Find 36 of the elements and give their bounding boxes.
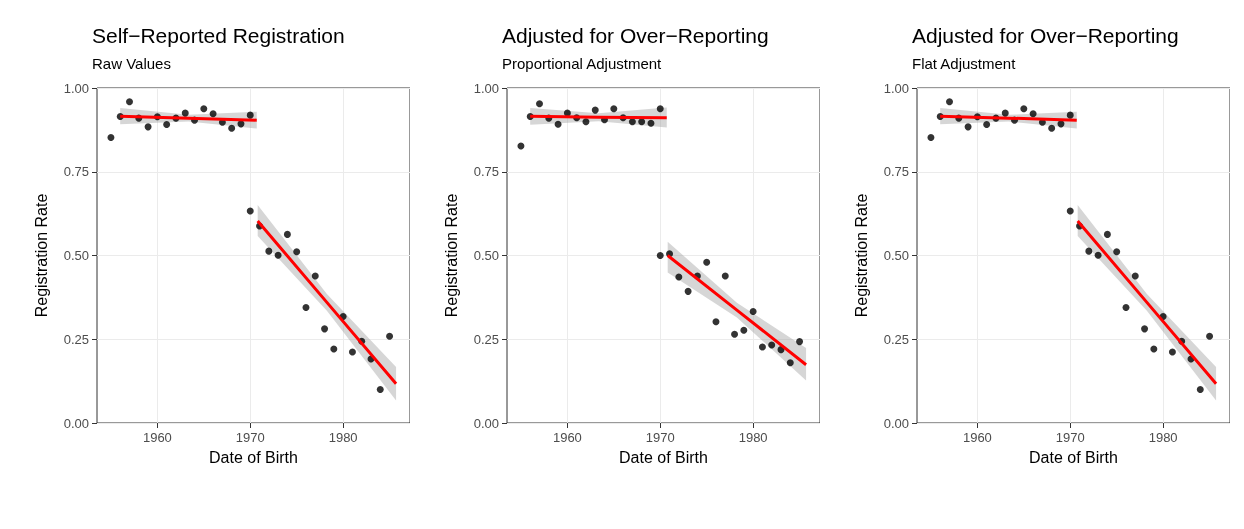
x-tick-label: 1960 bbox=[142, 430, 172, 445]
y-tick-label: 0.00 bbox=[473, 415, 499, 431]
chart-subtitle: Raw Values bbox=[92, 55, 171, 72]
chart-subtitle: Proportional Adjustment bbox=[502, 55, 663, 72]
y-tick-label: 1.00 bbox=[883, 80, 909, 96]
chart-title: Self−Reported Registration bbox=[92, 24, 345, 47]
y-tick-label: 1.00 bbox=[473, 80, 499, 96]
y-tick-label: 0.75 bbox=[473, 164, 499, 180]
y-tick-label: 0.25 bbox=[473, 331, 499, 347]
x-tick-label: 1970 bbox=[235, 430, 265, 445]
y-axis-title: Registration Rate bbox=[32, 193, 50, 318]
y-tick-label: 1.00 bbox=[63, 80, 89, 96]
y-tick-label: 0.75 bbox=[63, 164, 89, 180]
x-tick-label: 1960 bbox=[962, 430, 992, 445]
y-tick-label: 0.00 bbox=[883, 415, 909, 431]
y-tick-label: 0.50 bbox=[883, 248, 909, 263]
x-tick-label: 1980 bbox=[738, 430, 768, 445]
y-tick-label: 0.00 bbox=[63, 415, 89, 431]
x-tick-label: 1970 bbox=[1055, 430, 1085, 445]
y-axis-title: Registration Rate bbox=[852, 193, 870, 318]
x-axis-title: Date of Birth bbox=[1029, 448, 1118, 466]
x-tick-label: 1960 bbox=[552, 430, 582, 445]
y-tick-label: 0.25 bbox=[63, 331, 89, 347]
y-tick-label: 0.75 bbox=[883, 164, 909, 180]
y-tick-label: 0.50 bbox=[473, 248, 499, 263]
chart-title: Adjusted for Over−Reporting bbox=[912, 24, 1179, 47]
x-axis-title: Date of Birth bbox=[209, 448, 298, 466]
y-axis-title: Registration Rate bbox=[442, 193, 460, 318]
x-tick-label: 1970 bbox=[645, 430, 675, 445]
y-tick-label: 0.50 bbox=[63, 248, 89, 263]
x-tick-label: 1980 bbox=[1148, 430, 1178, 445]
y-tick-label: 0.25 bbox=[883, 331, 909, 347]
x-tick-label: 1980 bbox=[328, 430, 358, 445]
x-axis-title: Date of Birth bbox=[619, 448, 708, 466]
chart-subtitle: Flat Adjustment bbox=[912, 55, 1017, 72]
chart-title: Adjusted for Over−Reporting bbox=[502, 24, 769, 47]
